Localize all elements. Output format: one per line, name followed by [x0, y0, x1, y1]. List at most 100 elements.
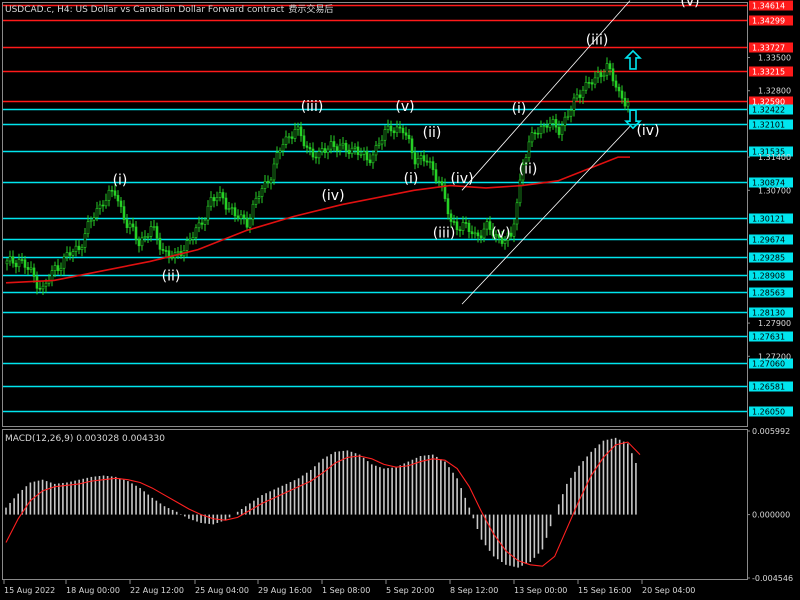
support-price-label: 1.29285 — [752, 254, 785, 263]
support-price-label: 1.28908 — [752, 272, 785, 281]
candle-body — [449, 213, 453, 222]
candle-body — [386, 125, 390, 130]
candle-body — [215, 197, 219, 202]
support-price-label: 1.30874 — [752, 179, 785, 188]
candle-body — [263, 181, 267, 189]
candle-body — [380, 139, 384, 145]
time-tick-label: 15 Sep 16:00 — [578, 586, 631, 595]
candle-body — [446, 198, 450, 215]
support-price-tag — [749, 119, 793, 130]
candle-body — [119, 200, 123, 207]
candle-body — [479, 235, 483, 239]
candle-body — [626, 101, 630, 107]
candle-body — [509, 232, 513, 237]
candle-body — [68, 252, 72, 256]
candle-body — [260, 188, 264, 197]
candle-body — [482, 228, 486, 239]
candle-body — [506, 232, 510, 241]
support-price-tag — [749, 270, 793, 281]
candle-body — [359, 154, 363, 156]
candle-body — [518, 179, 522, 204]
candle-body — [440, 181, 444, 186]
candle-body — [461, 222, 465, 231]
candle-body — [398, 126, 402, 129]
candle-body — [425, 160, 429, 163]
support-price-tag — [749, 331, 793, 342]
chart-title: USDCAD.c, H4: US Dollar vs Canadian Doll… — [5, 3, 333, 15]
candle-body — [95, 208, 99, 218]
resistance-price-tag — [749, 0, 793, 11]
resistance-price-label: 1.34614 — [752, 2, 785, 11]
candle-body — [230, 207, 234, 209]
candle-body — [101, 204, 105, 207]
resistance-price-tag — [749, 42, 793, 53]
candle-body — [86, 221, 90, 235]
candle-body — [347, 149, 351, 155]
candle-body — [11, 256, 15, 264]
candle-body — [122, 206, 126, 220]
price-tick-label: 1.31400 — [758, 153, 791, 162]
candle-body — [116, 195, 120, 202]
support-price-tag — [749, 252, 793, 263]
candle-body — [272, 163, 276, 181]
time-tick-label: 25 Aug 04:00 — [195, 586, 249, 595]
candle-body — [536, 132, 540, 135]
price-tick-label: 1.34800 — [758, 0, 791, 1]
channel-lower-line — [461, 126, 631, 305]
wave-label: (v) — [680, 0, 699, 9]
candle-body — [332, 141, 336, 147]
candle-body — [293, 129, 297, 139]
wave-label: (iv) — [321, 188, 344, 204]
wave-label: (i) — [404, 171, 419, 187]
candle-body — [563, 116, 567, 126]
candle-body — [53, 265, 57, 271]
candle-body — [467, 222, 471, 232]
support-price-label: 1.30121 — [752, 215, 785, 224]
candle-body — [497, 234, 501, 238]
support-price-tag — [749, 381, 793, 392]
support-price-tag — [749, 146, 793, 157]
candle-body — [545, 125, 549, 128]
candle-body — [560, 125, 564, 135]
candle-body — [494, 234, 498, 237]
candle-body — [371, 154, 375, 164]
support-price-tag — [749, 213, 793, 224]
support-price-label: 1.26581 — [752, 383, 785, 392]
candle-body — [401, 127, 405, 134]
candle-body — [299, 126, 303, 137]
candle-body — [533, 132, 537, 134]
candle-body — [464, 222, 468, 224]
candle-body — [476, 232, 480, 237]
candle-body — [281, 144, 285, 152]
candle-body — [596, 72, 600, 79]
support-price-tag — [749, 406, 793, 417]
candle-body — [377, 143, 381, 146]
candle-body — [326, 148, 330, 154]
resistance-price-label: 1.34299 — [752, 17, 785, 26]
candle-body — [41, 285, 45, 290]
candle-body — [257, 196, 261, 199]
candle-body — [77, 245, 81, 250]
candle-body — [344, 142, 348, 151]
candle-body — [602, 74, 606, 77]
candle-body — [62, 256, 66, 269]
candle-body — [71, 251, 75, 256]
candle-body — [203, 219, 207, 225]
candle-body — [17, 259, 21, 268]
wave-label: (iii) — [586, 32, 609, 48]
macd-indicator: 0.005992 0.000000 -0.004546 — [5, 427, 793, 583]
candle-body — [410, 138, 414, 154]
candle-body — [149, 226, 153, 237]
support-price-label: 1.32422 — [752, 106, 785, 115]
time-tick-label: 29 Aug 16:00 — [258, 586, 312, 595]
candle-body — [221, 192, 225, 199]
candle-body — [98, 204, 102, 209]
candle-body — [617, 86, 621, 92]
candle-body — [578, 94, 582, 98]
moving-average-line — [5, 156, 630, 284]
candle-body — [212, 197, 216, 202]
price-tick-label: 1.27900 — [758, 319, 791, 328]
support-price-tag — [749, 234, 793, 245]
candle-body — [365, 151, 369, 161]
chart-overlays: (i) (ii) (iii) (iv) (v) (i) (ii) (iii) (iv) (v) (i… — [5, 0, 700, 305]
